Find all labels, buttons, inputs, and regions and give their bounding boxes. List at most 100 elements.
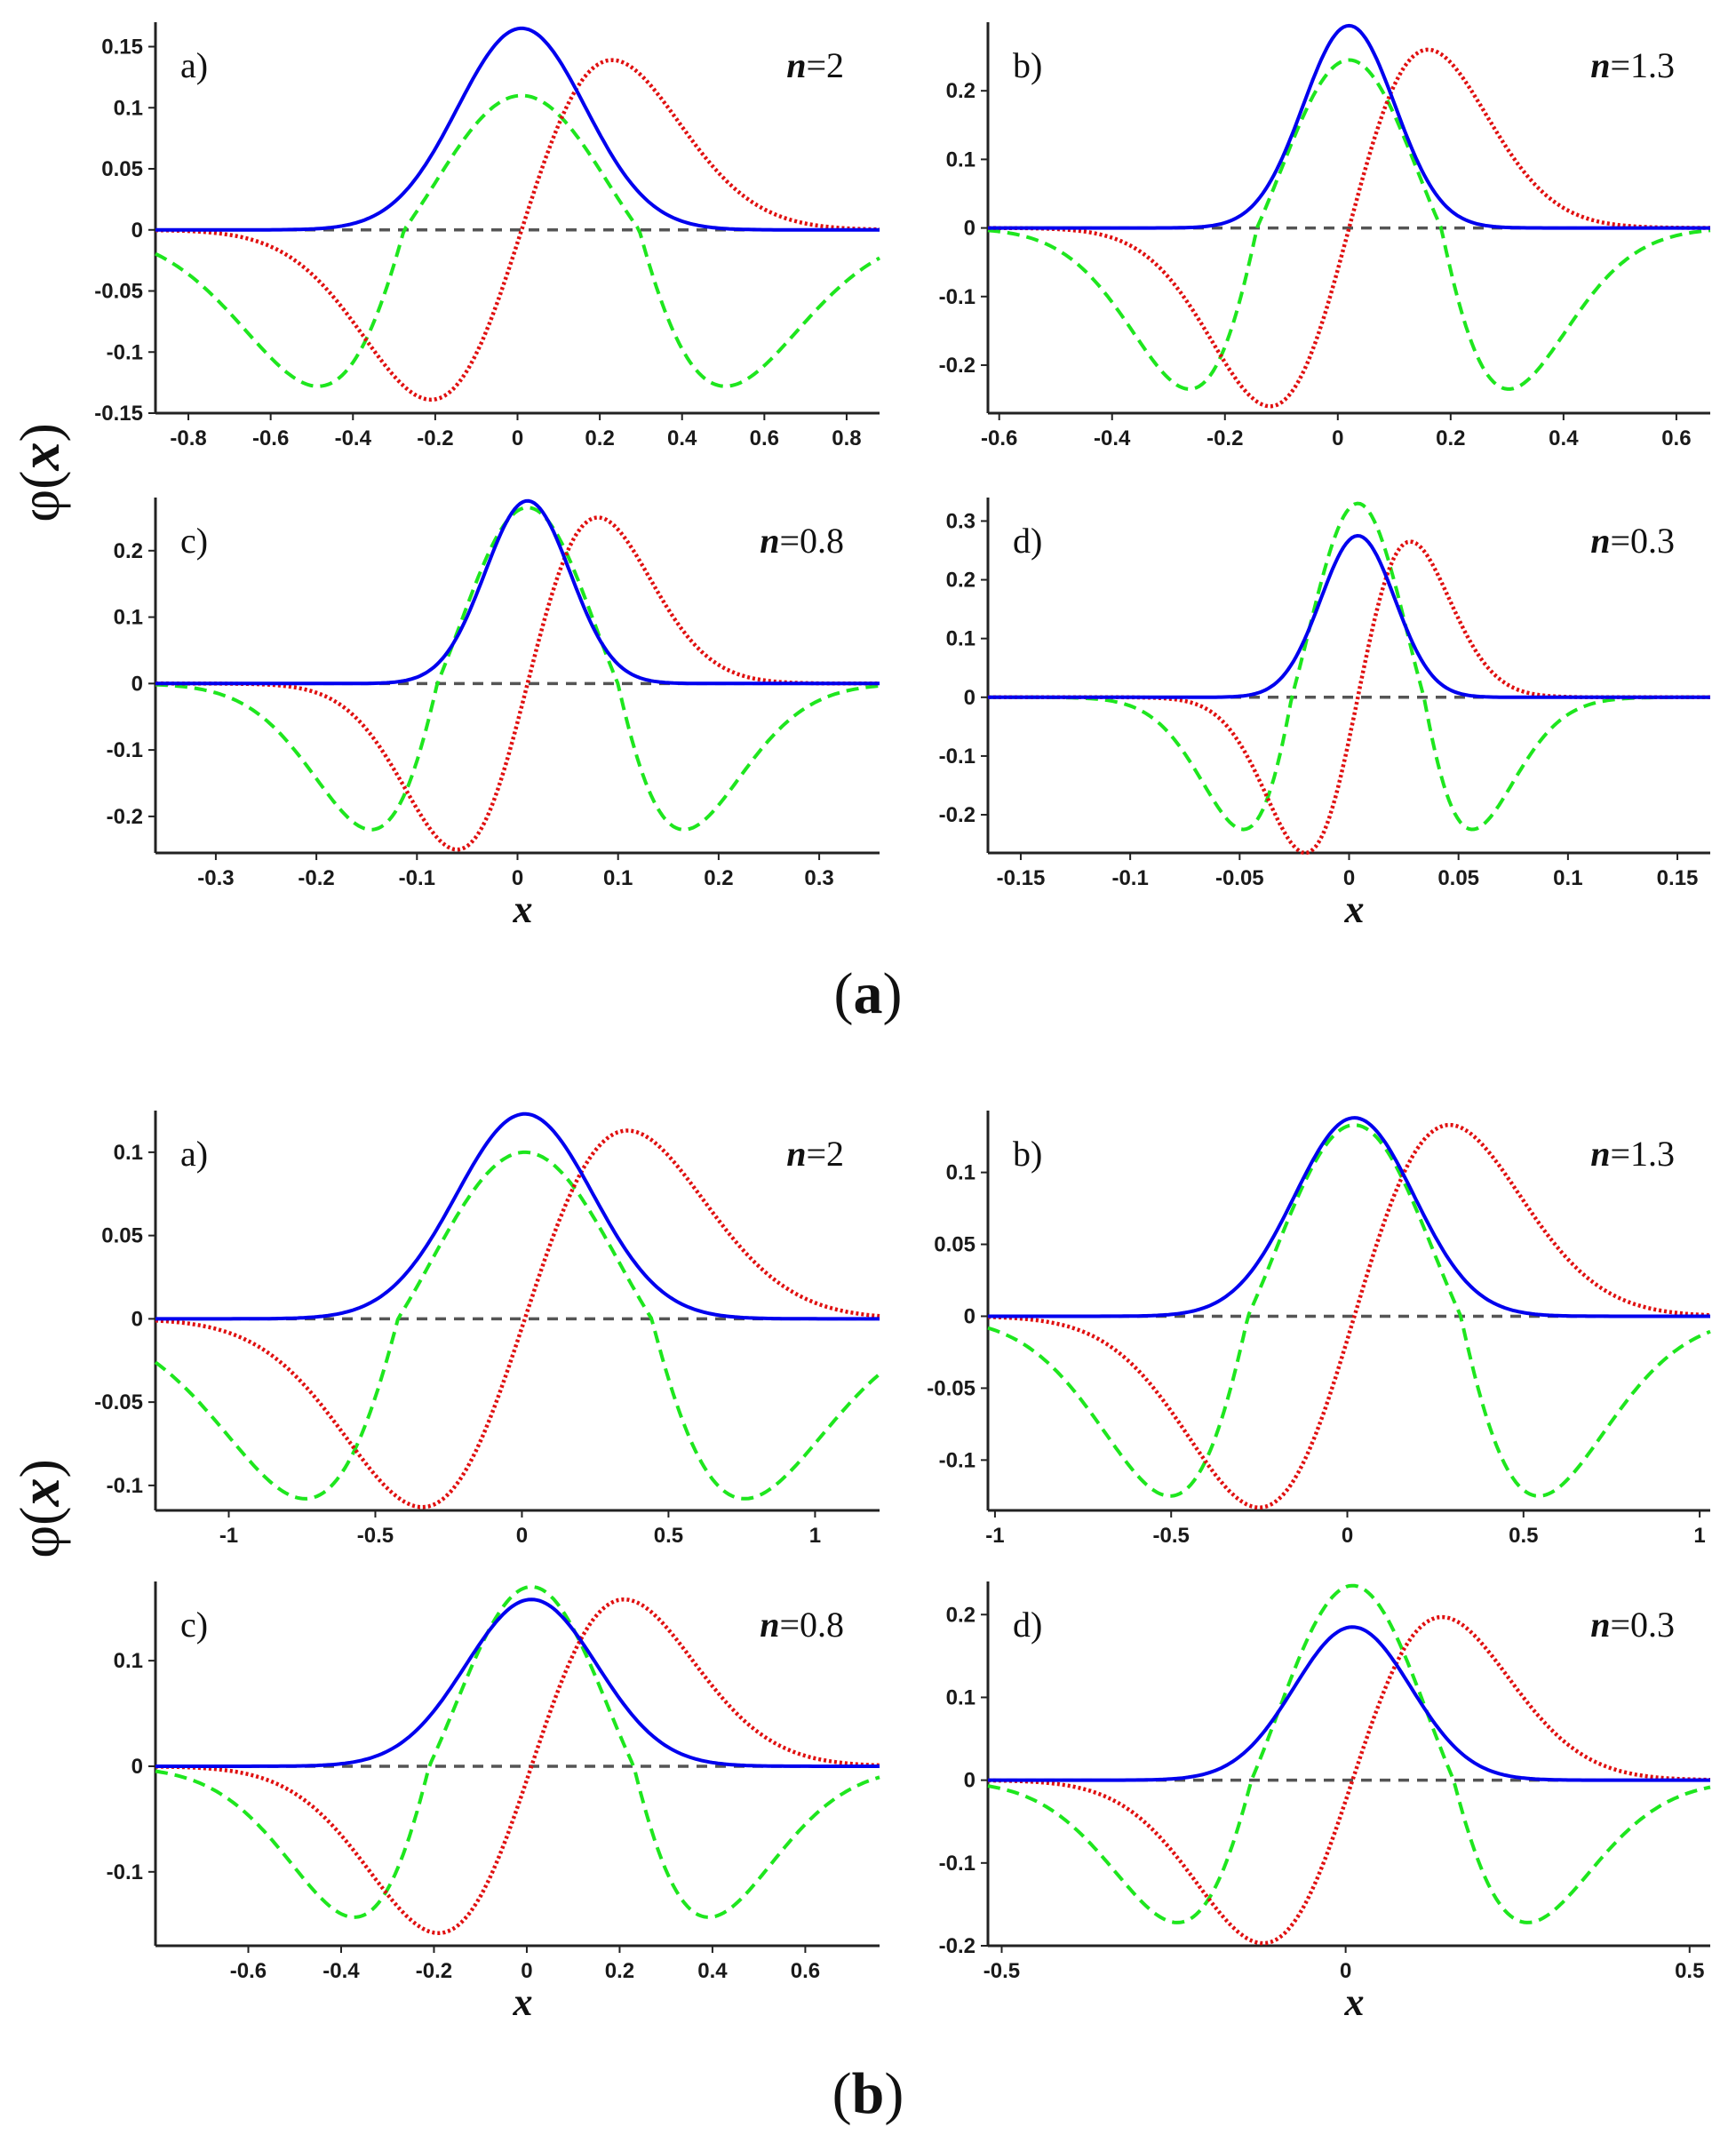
n-symbol: n (1590, 1134, 1610, 1174)
y-tick-label: -0.2 (939, 803, 976, 827)
y-tick-label: -0.1 (939, 285, 976, 309)
y-tick-label: 0 (131, 1307, 143, 1331)
x-tick-label: 0.6 (791, 1959, 820, 1983)
x-tick-label: -0.2 (298, 866, 334, 890)
curve-first-excited-dotted (987, 1614, 1710, 1946)
x-tick-label: -1 (219, 1524, 238, 1548)
chart-panel-a-0: -0.8 -0.6 -0.4 -0.2 0 0.2 0.4 0.6 0.8 -0.15 -0.1 -0… (94, 22, 881, 450)
n-value: =2 (806, 1134, 844, 1174)
panel-letter: b) (1013, 1134, 1042, 1174)
n-symbol: n (1590, 1605, 1610, 1645)
x-tick-label: -0.15 (997, 866, 1046, 890)
chart-panel-b-3: -0.5 0 0.5 -0.2 -0.1 0 0.1 0.2 d) n=0.3 x (939, 1581, 1711, 2024)
x-tick-label: 0 (1340, 1959, 1351, 1983)
y-tick-label: 0 (964, 686, 976, 710)
x-tick-label: 0.1 (1553, 866, 1582, 890)
figure-label-b: (b) (832, 2061, 904, 2126)
x-tick-label: 0 (1332, 426, 1343, 450)
chart-panel-a-1: -0.6 -0.4 -0.2 0 0.2 0.4 0.6 -0.2 -0.1 0 0.1 0.2 b) n… (939, 22, 1711, 450)
curve-second-excited-dashed (987, 58, 1711, 391)
x-tick-label: 0.6 (1661, 426, 1691, 450)
x-tick-label: 0.5 (1675, 1959, 1704, 1983)
panel-letter: b) (1013, 45, 1042, 85)
n-parameter-label: n=2 (786, 1134, 844, 1174)
y-tick-label: -0.2 (939, 354, 976, 378)
x-tick-label: -0.4 (323, 1959, 360, 1983)
y-tick-label: -0.05 (94, 280, 143, 304)
curve-ground-solid (988, 1625, 1710, 1782)
x-tick-label: 0.05 (1437, 866, 1479, 890)
curve-ground-solid (155, 498, 880, 686)
curve-first-excited-dotted (155, 1597, 880, 1935)
y-tick-label: 0.3 (946, 509, 976, 533)
x-tick-label: -0.1 (1111, 866, 1148, 890)
curve-ground-solid (988, 1116, 1710, 1318)
y-tick-label: 0.2 (946, 1603, 976, 1627)
x-tick-label: -0.6 (981, 426, 1017, 450)
n-parameter-label: n=0.3 (1590, 521, 1675, 561)
x-tick-label: 0.4 (667, 426, 697, 450)
x-tick-label: -0.2 (1206, 426, 1243, 450)
curve-ground-solid (155, 26, 880, 232)
y-tick-label: 0.1 (114, 96, 143, 120)
x-tick-label: -0.6 (252, 426, 289, 450)
y-tick-label: 0.2 (946, 79, 976, 103)
x-axis-label: x (513, 1980, 533, 2024)
y-tick-label: 0 (964, 1304, 976, 1328)
y-tick-label: -0.15 (94, 402, 143, 426)
panel-letter: c) (180, 1605, 208, 1645)
curve-ground-solid (155, 1597, 880, 1768)
x-tick-label: -1 (985, 1524, 1004, 1548)
x-tick-label: -0.2 (417, 426, 453, 450)
x-tick-label: -0.5 (357, 1524, 394, 1548)
y-tick-label: 0.05 (101, 1224, 143, 1248)
y-tick-label: -0.1 (107, 340, 143, 364)
n-value: =1.3 (1610, 45, 1675, 85)
y-tick-label: 0.2 (114, 539, 143, 563)
x-tick-label: 0.2 (1436, 426, 1465, 450)
y-axis-label-bottom: φ(x) (8, 1459, 71, 1558)
x-tick-label: 0.5 (654, 1524, 683, 1548)
curve-first-excited-dotted (155, 1128, 880, 1510)
n-parameter-label: n=0.8 (760, 1605, 844, 1645)
x-tick-label: -0.4 (335, 426, 372, 450)
y-tick-label: 0 (964, 217, 976, 241)
n-parameter-label: n=2 (786, 45, 844, 85)
y-tick-label: -0.2 (939, 1934, 976, 1958)
panel-letter: a) (180, 45, 208, 85)
y-tick-label: 0.1 (114, 606, 143, 630)
chart-panel-b-0: -1 -0.5 0 0.5 1 -0.1 -0.05 0 0.05 0.1 a) n=2 (94, 1111, 881, 1548)
curve-ground-solid (988, 533, 1710, 699)
curve-second-excited-dashed (155, 93, 881, 388)
x-tick-label: 0 (512, 866, 523, 890)
x-axis-label: x (513, 888, 533, 931)
x-tick-label: 0.4 (697, 1959, 728, 1983)
chart-panel-b-1: -1 -0.5 0 0.5 1 -0.1 -0.05 0 0.05 0.1 b) n=1.3 (927, 1111, 1711, 1548)
x-tick-label: 1 (809, 1524, 821, 1548)
y-tick-label: -0.1 (939, 1448, 976, 1472)
n-parameter-label: n=0.3 (1590, 1605, 1675, 1645)
curve-first-excited-dotted (155, 515, 880, 852)
chart-panel-a-3: -0.15 -0.1 -0.05 0 0.05 0.1 0.15 -0.2 -0.1 0 0.1 0.… (939, 498, 1710, 931)
y-tick-label: 0 (131, 219, 143, 243)
y-tick-label: 0 (131, 672, 143, 696)
x-tick-label: -0.8 (170, 426, 206, 450)
x-axis-label: x (1344, 888, 1365, 931)
n-parameter-label: n=1.3 (1590, 1134, 1675, 1174)
curve-second-excited-dashed (155, 1584, 880, 1919)
y-tick-label: 0.1 (946, 1685, 976, 1709)
curve-second-excited-dashed (987, 1583, 1711, 1924)
chart-panel-a-2: -0.3 -0.2 -0.1 0 0.1 0.2 0.3 -0.2 -0.1 0 0.1 0.2 c) n… (107, 498, 880, 931)
n-symbol: n (786, 45, 806, 85)
x-tick-label: 0.2 (605, 1959, 634, 1983)
x-tick-label: -0.5 (1153, 1524, 1190, 1548)
curve-ground-solid (988, 23, 1710, 230)
x-tick-label: -0.3 (197, 866, 234, 890)
y-tick-label: 0 (964, 1769, 976, 1793)
y-tick-label: 0.1 (946, 627, 976, 651)
y-tick-label: -0.1 (107, 1860, 143, 1884)
figure-label-a: (a) (834, 961, 903, 1026)
x-tick-label: 0 (512, 426, 523, 450)
x-tick-label: 0 (1343, 866, 1355, 890)
panels-layer: -0.8 -0.6 -0.4 -0.2 0 0.2 0.4 0.6 0.8-0.15-0.1-0… (94, 22, 1711, 2024)
